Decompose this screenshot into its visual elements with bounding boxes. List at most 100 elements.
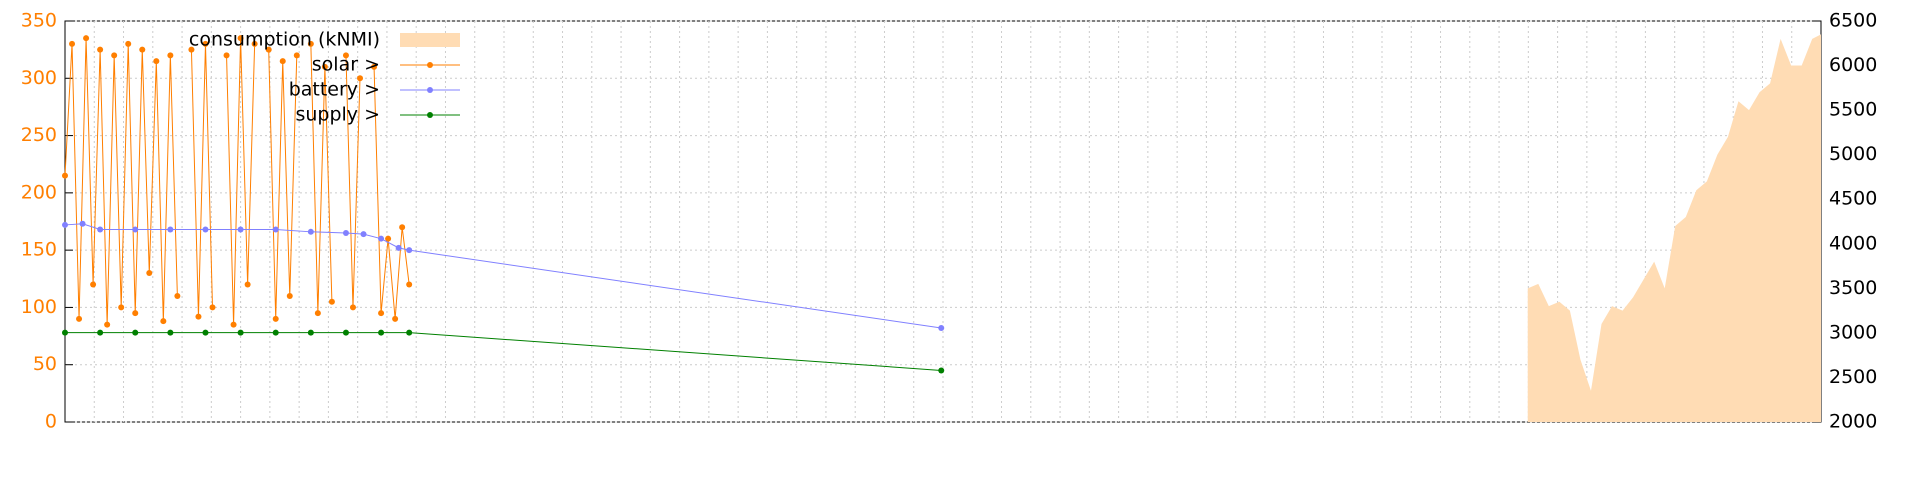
point <box>167 52 174 59</box>
y2-tick-label: 2500 <box>1829 366 1877 388</box>
point <box>385 235 392 242</box>
y2-tick-label: 6500 <box>1829 10 1877 32</box>
point <box>104 321 111 328</box>
point <box>399 224 406 231</box>
point <box>272 329 279 336</box>
point <box>118 304 125 311</box>
point <box>90 281 97 288</box>
legend-dot <box>427 112 433 118</box>
point <box>307 40 314 47</box>
y-tick-label: 300 <box>21 67 57 89</box>
point <box>307 329 314 336</box>
y-tick-label: 200 <box>21 181 57 203</box>
point <box>139 46 146 53</box>
point <box>357 75 364 82</box>
area <box>1527 34 1821 422</box>
point <box>378 235 385 242</box>
legend-swatch <box>400 33 460 47</box>
legend-label: battery > <box>289 79 380 101</box>
point <box>62 221 68 228</box>
point <box>132 226 139 233</box>
point <box>938 367 945 374</box>
point <box>293 52 300 59</box>
point <box>237 35 244 42</box>
y-tick-label: 50 <box>33 353 57 375</box>
point <box>125 40 132 47</box>
point <box>223 52 230 59</box>
point <box>62 172 68 179</box>
y2-tick-label: 6000 <box>1829 54 1877 76</box>
point <box>392 315 399 322</box>
point <box>272 226 279 233</box>
y2-tick-label: 5500 <box>1829 99 1877 121</box>
point <box>406 247 413 254</box>
point <box>167 329 174 336</box>
y2-tick-label: 2000 <box>1829 411 1877 433</box>
y-tick-label: 0 <box>45 411 57 433</box>
point <box>360 231 367 238</box>
point <box>209 304 216 311</box>
point <box>153 58 160 65</box>
point <box>378 329 385 336</box>
legend-dot <box>427 87 433 93</box>
point <box>279 58 286 65</box>
point <box>83 35 90 42</box>
point <box>286 292 293 299</box>
legend-label: solar > <box>312 54 380 76</box>
point <box>167 226 174 233</box>
point <box>97 46 104 53</box>
point <box>174 292 181 299</box>
point <box>342 52 349 59</box>
y2-tick-label: 4500 <box>1829 188 1877 210</box>
point <box>79 220 86 227</box>
point <box>406 329 413 336</box>
point <box>132 310 139 317</box>
point <box>349 304 356 311</box>
legend-dot <box>427 62 433 68</box>
point <box>321 63 328 70</box>
point <box>406 281 413 288</box>
point <box>395 244 402 251</box>
point <box>251 40 258 47</box>
point <box>371 63 378 70</box>
point <box>160 318 167 325</box>
point <box>314 310 321 317</box>
point <box>76 315 83 322</box>
point <box>237 226 244 233</box>
legend-label: supply > <box>295 104 380 126</box>
point <box>202 226 209 233</box>
y-tick-label: 100 <box>21 296 57 318</box>
point <box>202 329 209 336</box>
y2-tick-label: 5000 <box>1829 143 1877 165</box>
point <box>97 226 104 233</box>
legend-label: consumption (kNMI) <box>189 29 380 51</box>
point <box>111 52 118 59</box>
point <box>307 228 314 235</box>
point <box>62 329 68 336</box>
point <box>938 325 945 332</box>
y-tick-label: 250 <box>21 124 57 146</box>
point <box>132 329 139 336</box>
point <box>265 46 272 53</box>
line <box>65 332 942 371</box>
point <box>202 40 209 47</box>
point <box>328 298 335 305</box>
y2-tick-label: 3500 <box>1829 277 1877 299</box>
point <box>230 321 237 328</box>
point <box>69 40 76 47</box>
y-tick-label: 350 <box>21 10 57 32</box>
point <box>342 329 349 336</box>
point <box>378 310 385 317</box>
point <box>237 329 244 336</box>
point <box>195 313 202 320</box>
point <box>272 315 279 322</box>
y2-tick-label: 3000 <box>1829 321 1877 343</box>
point <box>97 329 104 336</box>
point <box>188 46 195 53</box>
y-tick-label: 150 <box>21 239 57 261</box>
point <box>244 281 251 288</box>
point <box>146 270 153 277</box>
point <box>342 229 349 236</box>
y2-tick-label: 4000 <box>1829 232 1877 254</box>
